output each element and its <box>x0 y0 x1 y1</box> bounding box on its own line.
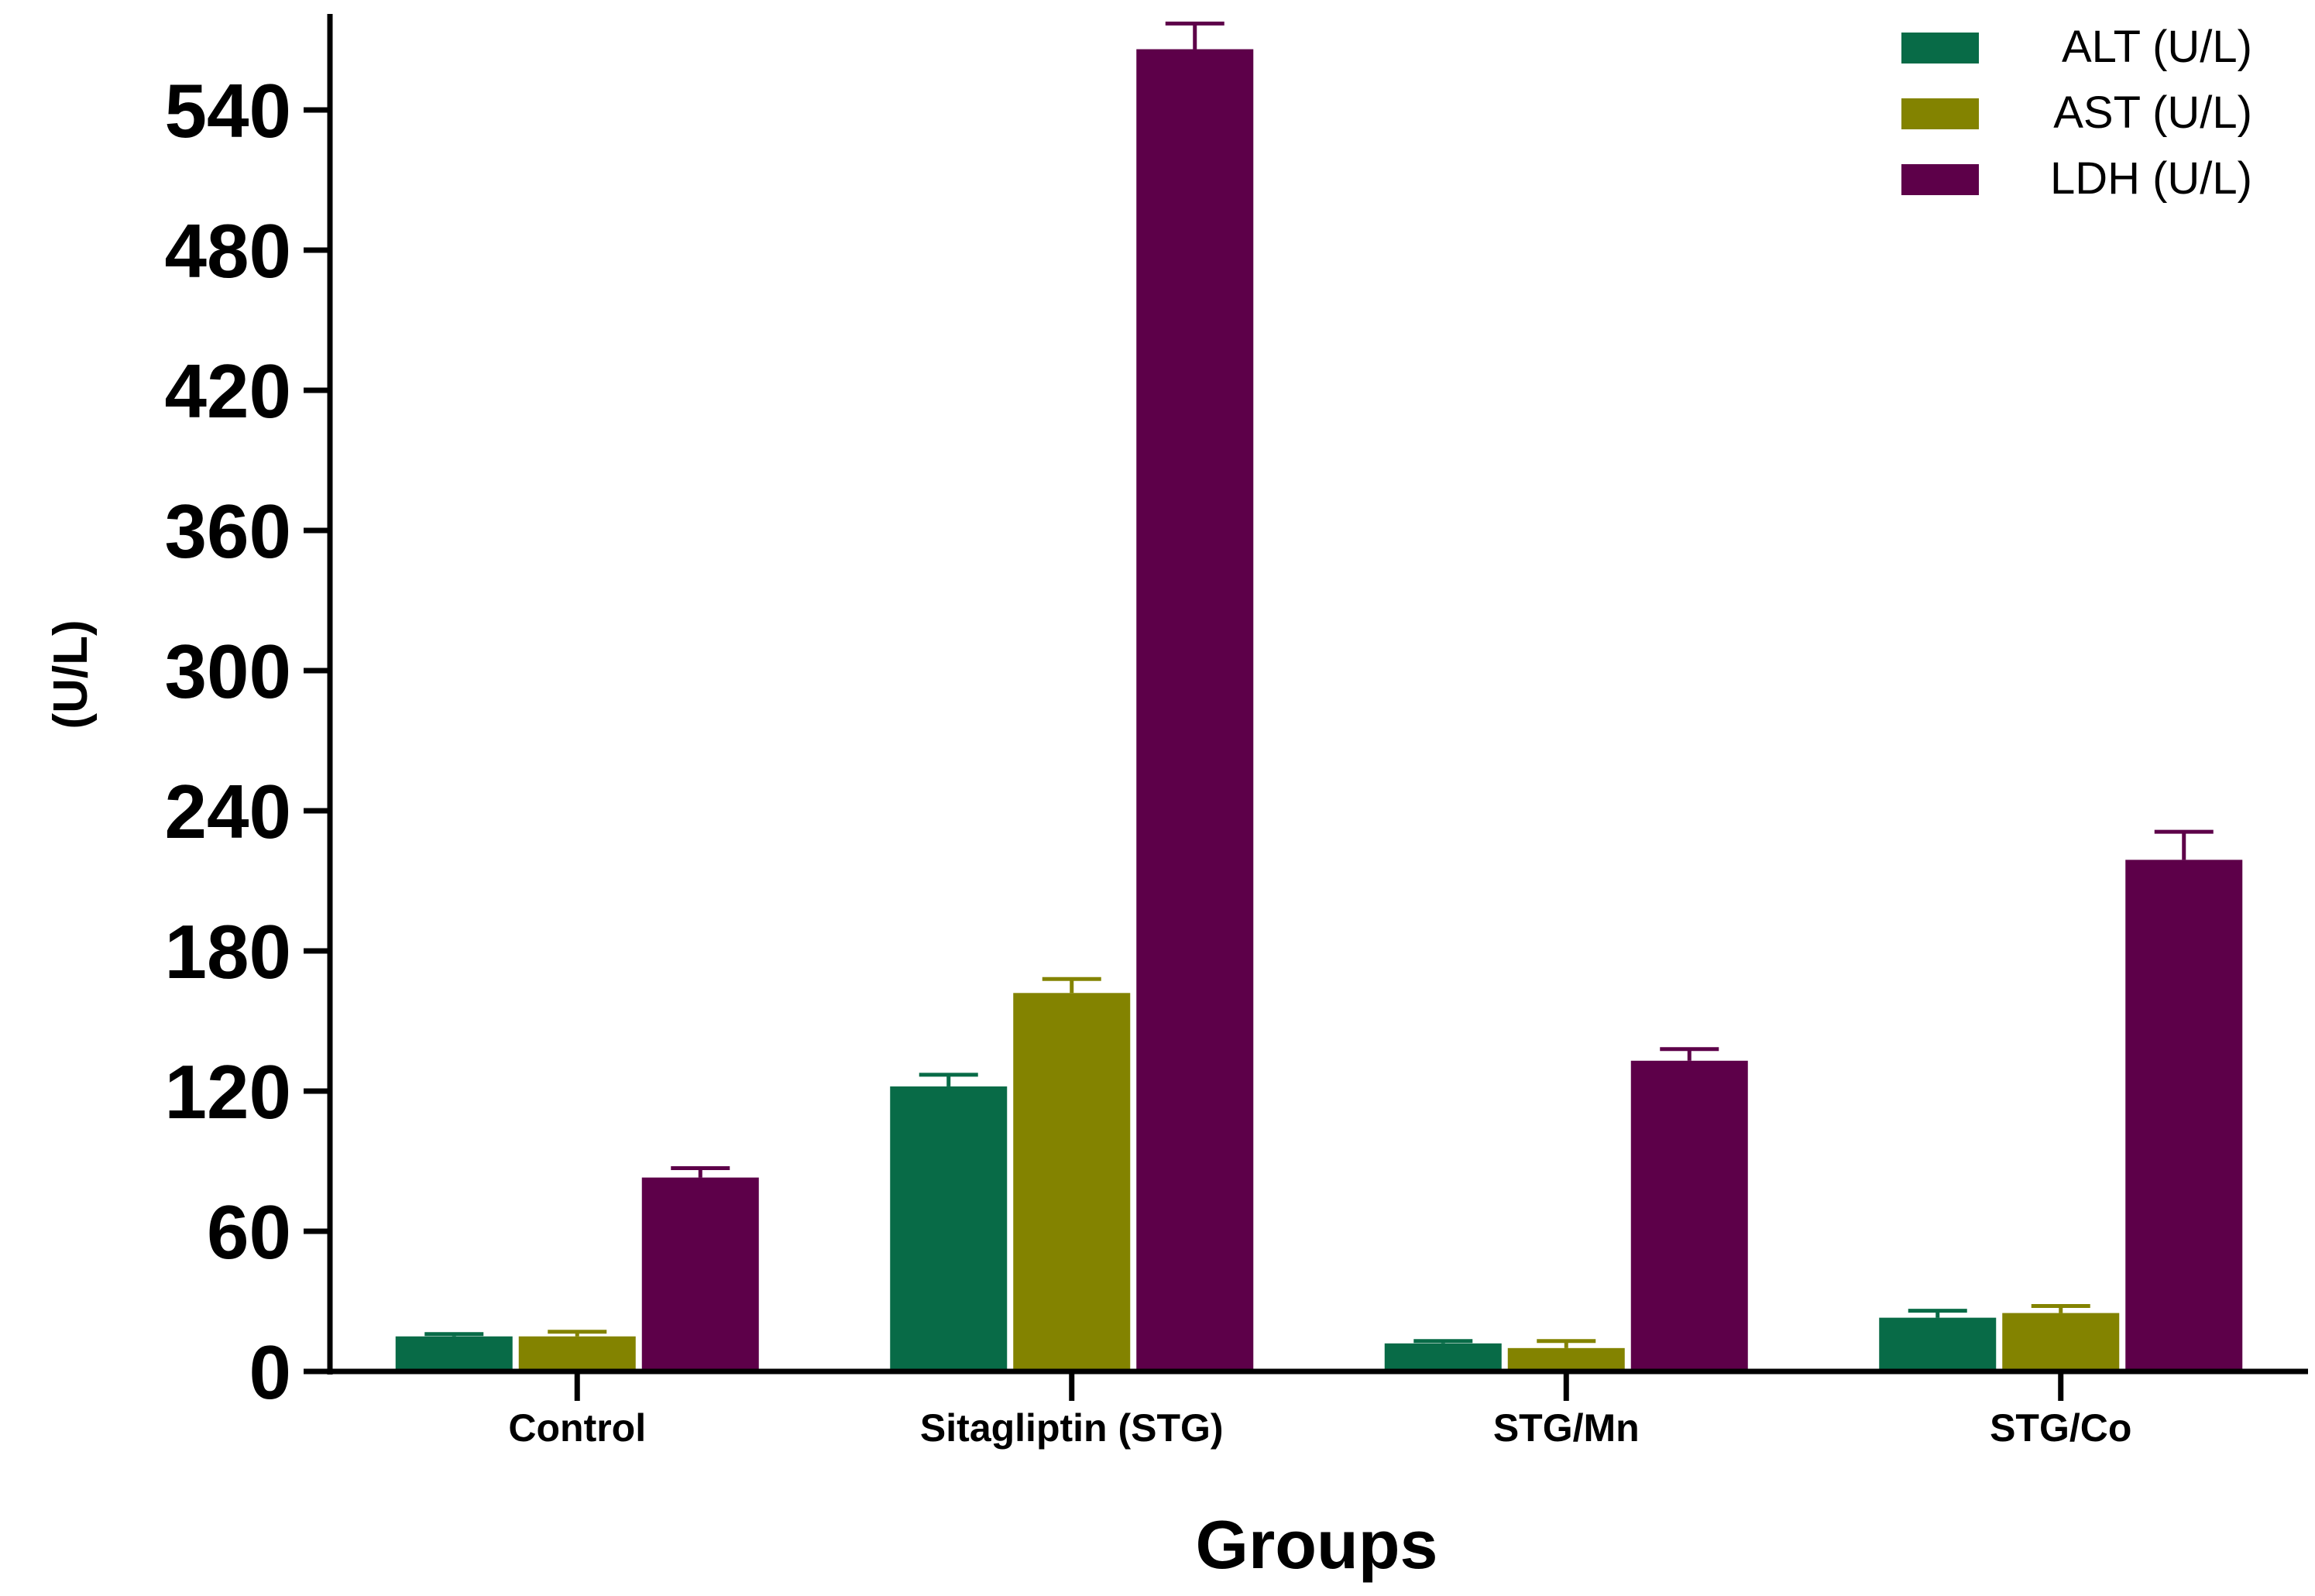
legend-swatch <box>1901 33 1979 63</box>
bar-alt-1 <box>890 1086 1008 1371</box>
y-axis-ticks: 0 60 120 180 240 300 360 420 480 540 <box>164 68 330 1415</box>
bar-ast-1 <box>1013 993 1131 1371</box>
y-tick-label: 120 <box>164 1049 291 1134</box>
y-tick-label: 540 <box>164 68 291 153</box>
bar-ast-2 <box>1507 1347 1625 1371</box>
bar-ldh-0 <box>641 1177 759 1371</box>
y-tick-label: 360 <box>164 489 291 574</box>
y-tick-label: 180 <box>164 909 291 994</box>
x-tick-label: Control <box>508 1406 646 1450</box>
bar-alt-2 <box>1384 1343 1502 1371</box>
bar-ast-0 <box>518 1336 636 1371</box>
y-tick-label: 0 <box>249 1330 291 1415</box>
legend: ALT (U/L) AST (U/L) LDH (U/L) <box>1901 22 2252 204</box>
bar-ldh-2 <box>1630 1060 1748 1371</box>
y-tick-label: 300 <box>164 629 291 714</box>
bar-ldh-3 <box>2125 860 2243 1371</box>
bar-ldh-1 <box>1136 49 1254 1371</box>
y-tick-label: 480 <box>164 208 291 293</box>
y-tick-label: 240 <box>164 769 291 854</box>
x-axis-title: Groups <box>1196 1506 1438 1583</box>
legend-label: LDH (U/L) <box>2050 153 2252 204</box>
legend-swatch <box>1901 98 1979 129</box>
bar-alt-0 <box>395 1336 513 1371</box>
axes <box>327 14 2308 1375</box>
x-axis-labels: Control Sitagliptin (STG) STG/Mn STG/Co <box>508 1371 2131 1450</box>
y-tick-label: 420 <box>164 348 291 434</box>
y-tick-label: 60 <box>207 1189 291 1275</box>
y-axis-title: (U/L) <box>44 620 98 729</box>
legend-label: AST (U/L) <box>2053 88 2252 138</box>
legend-swatch <box>1901 164 1979 195</box>
x-tick-label: STG/Mn <box>1493 1406 1640 1450</box>
bar-alt-3 <box>1879 1317 1997 1371</box>
legend-label: ALT (U/L) <box>2062 22 2252 72</box>
x-tick-label: STG/Co <box>1990 1406 2131 1450</box>
x-tick-label: Sitagliptin (STG) <box>920 1406 1224 1450</box>
bars <box>395 21 2243 1371</box>
bar-ast-3 <box>2002 1313 2120 1371</box>
